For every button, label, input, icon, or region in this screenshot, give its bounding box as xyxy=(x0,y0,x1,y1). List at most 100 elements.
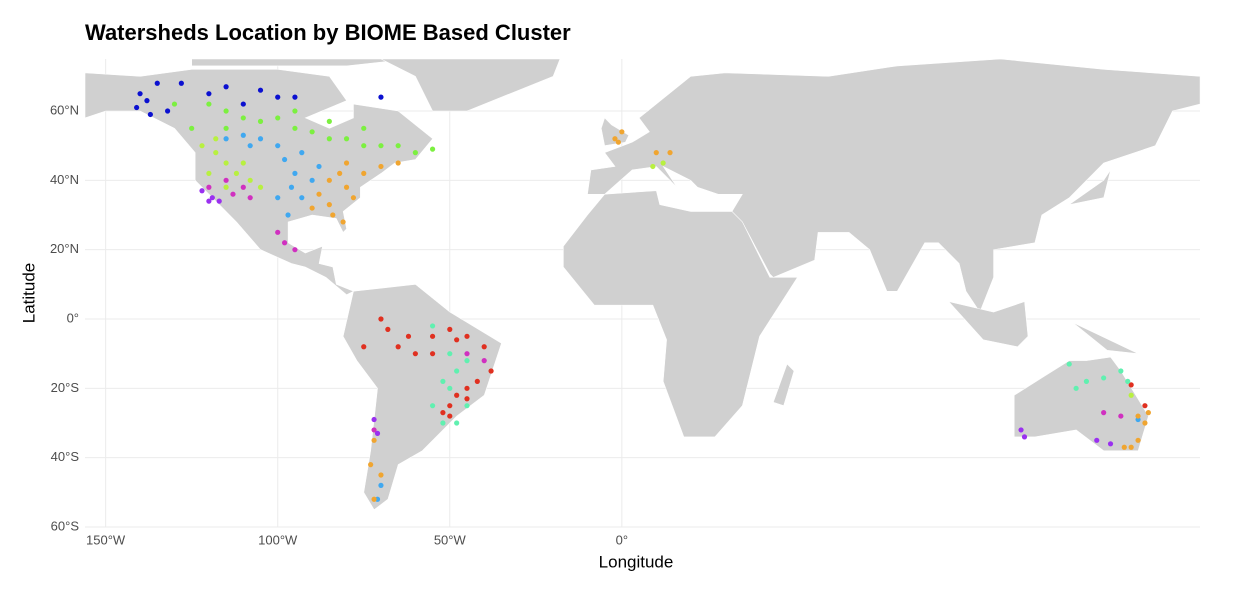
point xyxy=(378,94,384,100)
points xyxy=(134,80,1151,502)
point xyxy=(612,136,618,142)
y-tick-label: 40°N xyxy=(50,172,79,187)
japan xyxy=(1069,169,1111,205)
point xyxy=(650,163,656,170)
point xyxy=(1118,368,1124,374)
point xyxy=(1121,444,1127,450)
point xyxy=(292,170,298,176)
point xyxy=(343,160,350,166)
point xyxy=(464,333,470,339)
north-america xyxy=(84,69,433,296)
point xyxy=(350,195,357,201)
new-guinea xyxy=(1072,322,1139,354)
point xyxy=(1083,378,1090,384)
point xyxy=(412,351,418,357)
point xyxy=(464,358,470,364)
point xyxy=(1142,420,1148,426)
point xyxy=(223,136,229,142)
point xyxy=(137,91,143,97)
x-tick-label: 100°W xyxy=(258,532,298,547)
point xyxy=(440,410,446,416)
point xyxy=(178,80,184,86)
point xyxy=(240,115,246,121)
point xyxy=(154,80,160,86)
point xyxy=(340,219,346,225)
point xyxy=(368,462,374,468)
point xyxy=(326,177,332,183)
point xyxy=(223,125,229,131)
point xyxy=(316,163,322,170)
y-tick-label: 0° xyxy=(67,310,79,325)
point xyxy=(378,482,384,488)
point xyxy=(216,198,222,204)
point xyxy=(1101,410,1107,416)
madagascar xyxy=(772,363,795,406)
y-tick-label: 60°S xyxy=(51,518,80,533)
y-tick-label: 40°S xyxy=(51,449,80,464)
point xyxy=(223,160,229,166)
point xyxy=(326,118,332,124)
point xyxy=(429,333,436,339)
point xyxy=(275,143,281,149)
point xyxy=(361,143,367,149)
x-tick-label: 50°W xyxy=(434,532,467,547)
y-axis-label: Latitude xyxy=(19,263,38,324)
south-america xyxy=(342,284,502,511)
point xyxy=(330,212,336,218)
point xyxy=(1125,378,1131,384)
x-tick-label: 0° xyxy=(616,532,628,547)
point xyxy=(395,160,401,166)
point xyxy=(257,184,264,190)
point xyxy=(288,184,295,190)
point xyxy=(326,136,332,142)
point xyxy=(292,247,298,253)
point xyxy=(660,160,666,166)
point xyxy=(474,378,480,384)
point xyxy=(371,416,377,423)
point xyxy=(257,136,264,142)
indonesia xyxy=(948,301,1029,348)
point xyxy=(1128,382,1134,388)
point xyxy=(240,101,246,107)
point xyxy=(454,337,460,343)
point xyxy=(281,156,288,163)
point xyxy=(309,205,315,211)
point xyxy=(326,202,332,208)
point xyxy=(464,385,470,391)
point xyxy=(343,136,350,142)
point xyxy=(395,143,401,149)
point xyxy=(619,129,625,135)
point xyxy=(316,191,322,197)
point xyxy=(285,212,291,218)
point xyxy=(378,472,384,478)
point xyxy=(378,163,384,170)
chart-title: Watersheds Location by BIOME Based Clust… xyxy=(85,20,571,45)
point xyxy=(374,430,381,436)
point xyxy=(275,115,281,121)
point xyxy=(309,177,315,183)
point xyxy=(1094,437,1100,443)
point xyxy=(481,358,487,364)
point xyxy=(447,403,453,409)
point xyxy=(447,413,453,419)
point xyxy=(134,104,140,111)
point xyxy=(171,101,178,107)
point xyxy=(292,125,298,131)
point xyxy=(1118,413,1124,419)
point xyxy=(653,150,659,156)
point xyxy=(1021,434,1028,440)
australia xyxy=(1013,356,1149,451)
point xyxy=(240,184,246,190)
point xyxy=(429,323,436,329)
x-axis-label: Longitude xyxy=(599,552,674,571)
greenland xyxy=(380,58,561,112)
point xyxy=(299,150,305,156)
point xyxy=(361,125,367,131)
point xyxy=(247,195,253,201)
point xyxy=(1142,403,1148,409)
point xyxy=(247,143,253,149)
point xyxy=(309,129,315,135)
point xyxy=(343,184,350,190)
point xyxy=(240,132,246,138)
point xyxy=(615,139,622,145)
